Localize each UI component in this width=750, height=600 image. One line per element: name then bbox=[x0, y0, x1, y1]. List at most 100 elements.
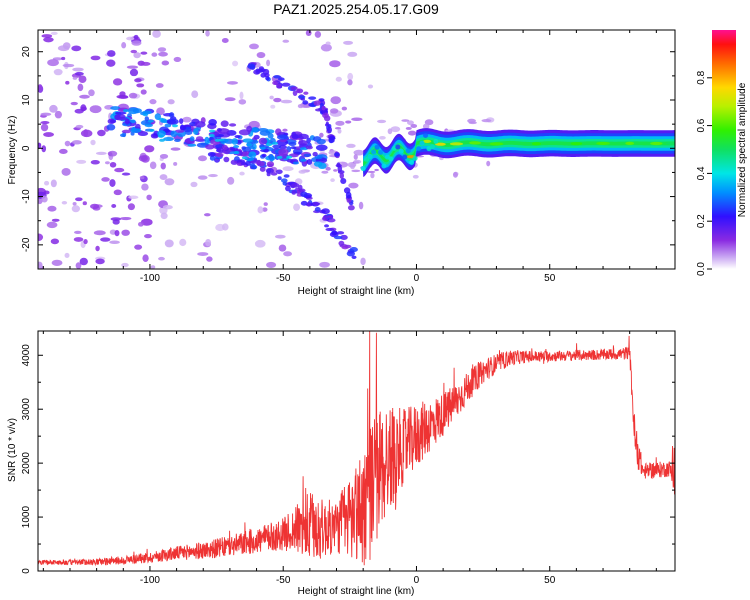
spectrogram-blob bbox=[377, 149, 383, 155]
spectrogram-blob bbox=[596, 141, 610, 146]
spectrogram-blob bbox=[209, 155, 216, 161]
spectrogram-blob bbox=[203, 213, 211, 217]
spectrogram-blob bbox=[83, 238, 88, 245]
spectrogram-blob bbox=[109, 161, 117, 168]
spectrogram-blob bbox=[90, 203, 100, 210]
spectrogram-blob bbox=[371, 149, 377, 155]
spectrogram-blob bbox=[204, 136, 210, 144]
spectrogram-blob bbox=[229, 123, 237, 127]
spectrogram-blob bbox=[71, 140, 82, 145]
spectrogram-y-tick-label: 10 bbox=[21, 94, 32, 106]
spectrogram-blob bbox=[351, 169, 361, 173]
spectrogram-blob bbox=[38, 84, 43, 91]
spectrogram-blob bbox=[257, 206, 264, 214]
spectrogram-blob bbox=[111, 204, 117, 208]
spectrogram-blob bbox=[358, 201, 364, 210]
spectrogram-blob bbox=[131, 40, 142, 46]
spectrogram-blob bbox=[469, 141, 482, 145]
spectrogram-image bbox=[38, 30, 675, 269]
spectrogram-blob bbox=[174, 138, 181, 142]
spectrogram-blob bbox=[321, 105, 326, 111]
spectrogram-blob bbox=[136, 83, 145, 88]
spectrogram-blob bbox=[126, 36, 135, 41]
spectrogram-blob bbox=[157, 47, 167, 52]
spectrogram-blob bbox=[248, 153, 253, 158]
spectrogram-blob bbox=[265, 167, 274, 174]
spectrogram-blob bbox=[164, 123, 172, 128]
spectrogram-blob bbox=[180, 125, 187, 131]
spectrogram-blob bbox=[121, 229, 130, 236]
spectrogram-blob bbox=[274, 234, 286, 239]
spectrogram-blob bbox=[390, 126, 401, 133]
spectrogram-blob bbox=[246, 158, 253, 162]
spectrogram-blob bbox=[249, 43, 259, 50]
spectrogram-blob bbox=[114, 230, 120, 237]
spectrogram-blob bbox=[335, 120, 345, 126]
spectrogram-blob bbox=[259, 146, 266, 150]
spectrogram-blob bbox=[319, 132, 324, 138]
spectrogram-blob bbox=[106, 124, 116, 131]
spectrogram-blob bbox=[49, 104, 58, 113]
spectrogram-blob bbox=[406, 120, 414, 126]
spectrogram-blob bbox=[298, 133, 309, 140]
spectrogram-blob bbox=[141, 183, 149, 191]
spectrogram-blob bbox=[281, 82, 291, 87]
spectrogram-blob bbox=[88, 89, 95, 97]
spectrogram-blob bbox=[40, 123, 49, 132]
spectrogram-blob bbox=[246, 143, 253, 147]
spectrogram-blob bbox=[128, 195, 139, 200]
spectrogram-blob bbox=[240, 162, 247, 166]
snr-y-tick-label: 4000 bbox=[21, 344, 32, 367]
spectrogram-blob bbox=[328, 135, 336, 141]
spectrogram-blob bbox=[377, 119, 387, 124]
spectrogram-blob bbox=[148, 128, 155, 132]
spectrogram-x-axis: -100 -50 0 50 bbox=[42, 30, 657, 284]
spectrogram-blob bbox=[160, 212, 168, 220]
spectrogram-blob bbox=[72, 67, 84, 72]
spectrogram-blob bbox=[245, 160, 251, 166]
spectrogram-blob bbox=[109, 179, 116, 187]
spectrogram-blob bbox=[319, 261, 330, 268]
spectrogram-blob bbox=[191, 90, 199, 99]
spectrogram-blob bbox=[207, 151, 216, 157]
spectrogram-blob bbox=[90, 160, 100, 165]
spectrogram-y-axis: 20 10 0 -10 -20 bbox=[21, 46, 675, 270]
spectrogram-y-tick-label: -10 bbox=[21, 189, 32, 204]
spectrogram-blob bbox=[282, 128, 288, 132]
snr-y-axis: 0 1000 2000 3000 4000 bbox=[21, 344, 675, 574]
spectrogram-blob bbox=[288, 141, 297, 146]
snr-x-tick-label: -50 bbox=[276, 575, 291, 586]
spectrogram-blob bbox=[326, 126, 333, 134]
snr-y-tick-label: 0 bbox=[21, 568, 32, 574]
spectrogram-blob bbox=[266, 59, 271, 67]
spectrogram-blob bbox=[300, 200, 308, 206]
spectrogram-blob bbox=[351, 117, 363, 121]
spectrogram-blob bbox=[197, 252, 209, 257]
spectrogram-blob bbox=[159, 174, 168, 181]
spectrogram-blob bbox=[206, 256, 213, 262]
spectrogram-blob bbox=[267, 133, 274, 139]
spectrogram-blob bbox=[156, 107, 165, 116]
spectrogram-blob bbox=[264, 72, 270, 78]
spectrogram-blob bbox=[334, 152, 340, 157]
spectrogram-blob bbox=[41, 34, 53, 38]
spectrogram-blob bbox=[112, 219, 120, 225]
spectrogram-blob bbox=[336, 231, 345, 235]
spectrogram-blob bbox=[205, 144, 215, 150]
spectrogram-blob bbox=[54, 110, 63, 119]
spectrogram-blob bbox=[74, 71, 84, 76]
spectrogram-blob bbox=[405, 126, 412, 130]
spectrogram-blob bbox=[272, 144, 282, 149]
spectrogram-blob bbox=[129, 119, 136, 124]
spectrogram-blob bbox=[231, 138, 239, 145]
spectrogram-blob bbox=[239, 171, 245, 176]
spectrogram-blob bbox=[205, 238, 212, 247]
spectrogram-x-tick-label: 0 bbox=[414, 273, 420, 284]
spectrogram-blob bbox=[126, 65, 139, 69]
spectrogram-blob bbox=[266, 172, 271, 177]
spectrogram-blob bbox=[266, 261, 277, 268]
spectrogram-blob bbox=[101, 177, 110, 182]
spectrogram-blob bbox=[107, 50, 116, 57]
spectrogram-blob bbox=[109, 119, 117, 124]
spectrogram-blob bbox=[395, 144, 401, 150]
